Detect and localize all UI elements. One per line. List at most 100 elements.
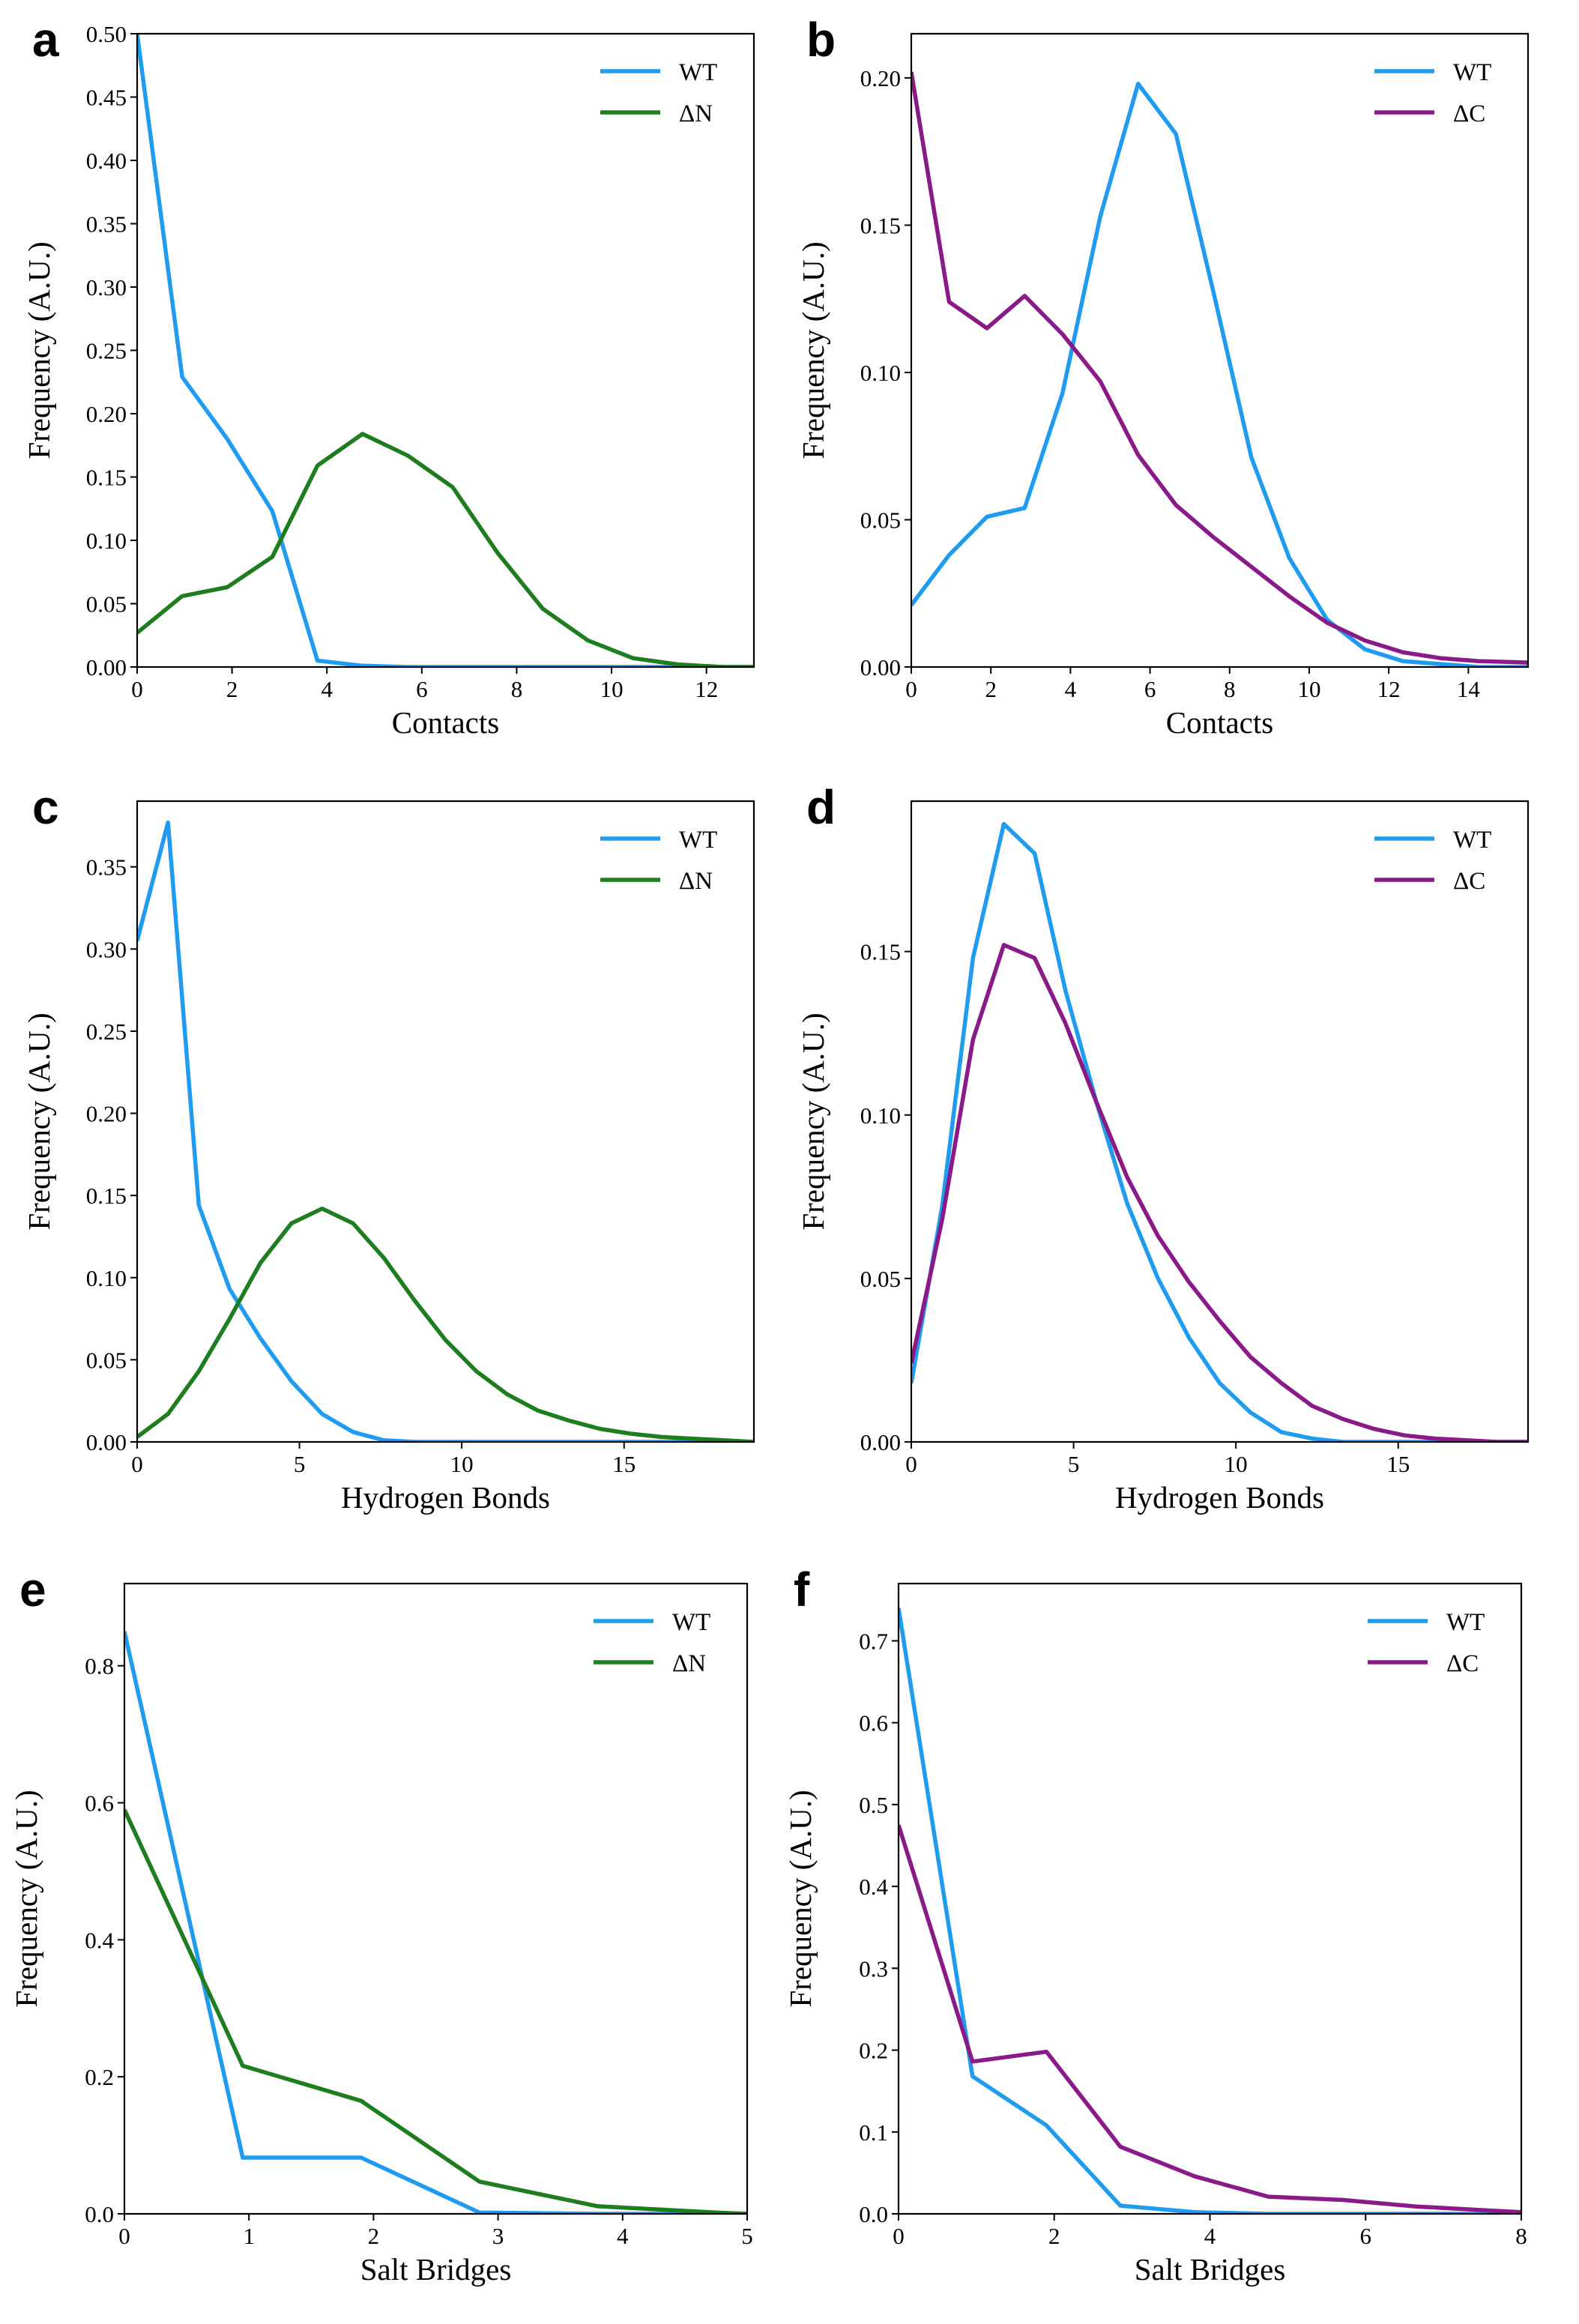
y-tick-label: 0.35	[86, 211, 127, 238]
legend: WT ΔC	[1368, 1609, 1485, 1677]
y-tick-label: 0.10	[86, 1265, 127, 1291]
legend-label: ΔN	[679, 100, 713, 127]
x-tick-label: 10	[450, 1451, 474, 1477]
y-tick-label: 0.20	[860, 65, 901, 91]
x-tick-label: 10	[1297, 676, 1320, 702]
y-tick-label: 0.10	[860, 360, 901, 386]
y-tick-label: 0.7	[859, 1628, 888, 1654]
plot-frame	[910, 800, 1530, 1443]
x-tick-label: 3	[492, 2223, 504, 2249]
legend: WT ΔN	[600, 59, 717, 127]
legend-label: ΔC	[1453, 100, 1485, 127]
x-tick-label: 2	[226, 676, 238, 702]
y-tick-label: 0.00	[86, 654, 127, 680]
y-tick-label: 0.5	[859, 1792, 888, 1818]
legend: WT ΔC	[1374, 59, 1491, 127]
y-tick-label: 0.4	[859, 1874, 888, 1900]
y-tick-label: 0.30	[86, 274, 127, 301]
x-tick-label: 14	[1457, 676, 1481, 702]
y-axis-label: Frequency (A.U.)	[22, 1012, 56, 1230]
chart-panel-a: 0 2 4 6 8 10 12 0.00 0.05 0.10 0.15 0.20 0.25 0.30 0.3…	[22, 13, 755, 740]
series-line-dc	[911, 943, 1528, 1442]
x-tick-label: 2	[985, 676, 997, 702]
x-tick-label: 10	[1225, 1451, 1248, 1477]
x-tick-label: 8	[1224, 676, 1236, 702]
x-tick-label: 5	[741, 2223, 753, 2249]
chart-panel-b: 0 2 4 6 8 10 12 14 0.00 0.05 0.10 0.15 0.20 Contacts F…	[796, 13, 1530, 740]
chart-panel-f: 0 2 4 6 8 0.0 0.1 0.2 0.3 0.4 0.5 0.6 0.7 Salt Bridge…	[783, 1563, 1527, 2287]
plot-frame	[136, 32, 755, 668]
x-tick-label: 4	[321, 676, 333, 702]
panel-letter: f	[794, 1563, 810, 1617]
x-tick-label: 12	[695, 676, 718, 702]
x-axis-label: Contacts	[1166, 705, 1273, 740]
y-tick-label: 0.40	[86, 148, 127, 174]
y-tick-label: 0.2	[859, 2038, 888, 2064]
x-tick-label: 6	[1144, 676, 1156, 702]
series-line-dc	[911, 71, 1528, 665]
y-tick-label: 0.35	[86, 854, 127, 881]
x-tick-label: 0	[118, 2223, 130, 2249]
series-line-wt	[911, 82, 1528, 667]
x-axis-label: Contacts	[392, 705, 499, 740]
y-tick-label: 0.15	[86, 1183, 127, 1209]
y-tick-label: 0.05	[86, 591, 127, 618]
legend-label: WT	[679, 59, 717, 86]
y-tick-label: 0.25	[86, 338, 127, 364]
legend-label: WT	[672, 1609, 710, 1636]
y-tick-label: 0.0	[85, 2201, 114, 2227]
x-tick-label: 6	[1360, 2223, 1372, 2249]
x-tick-label: 12	[1377, 676, 1401, 702]
x-tick-label: 10	[600, 676, 624, 702]
x-tick-label: 5	[294, 1451, 306, 1477]
chart-panel-c: 0 5 10 15 0.00 0.05 0.10 0.15 0.20 0.25 0.30 0.35 Hy…	[22, 780, 755, 1515]
y-tick-label: 0.0	[859, 2201, 888, 2227]
y-axis-label: Frequency (A.U.)	[9, 1790, 43, 2007]
legend-label: ΔC	[1453, 868, 1485, 895]
legend-label: WT	[679, 827, 717, 854]
x-tick-label: 0	[131, 676, 143, 702]
x-tick-label: 0	[131, 1451, 143, 1477]
y-tick-label: 0.05	[86, 1347, 127, 1373]
x-tick-label: 0	[905, 1451, 917, 1477]
y-axis-label: Frequency (A.U.)	[796, 241, 830, 459]
panel-letter: a	[32, 13, 59, 67]
y-tick-label: 0.05	[860, 1266, 901, 1292]
y-tick-label: 0.50	[86, 21, 127, 47]
legend-label: WT	[1453, 827, 1491, 854]
legend-label: WT	[1446, 1609, 1485, 1636]
x-tick-label: 6	[416, 676, 428, 702]
y-tick-label: 0.15	[86, 465, 127, 491]
y-tick-label: 0.10	[86, 528, 127, 554]
legend: WT ΔC	[1374, 827, 1491, 895]
y-axis-label: Frequency (A.U.)	[783, 1790, 818, 2007]
legend: WT ΔN	[594, 1609, 710, 1677]
y-tick-label: 0.15	[860, 212, 901, 238]
plot-frame	[910, 32, 1530, 668]
x-tick-label: 4	[1204, 2223, 1216, 2249]
x-axis-label: Hydrogen Bonds	[1115, 1480, 1324, 1515]
x-tick-label: 8	[1515, 2223, 1527, 2249]
y-tick-label: 0.1	[859, 2119, 888, 2146]
series-line-dn	[137, 432, 754, 667]
chart-panel-d: 0 5 10 15 0.00 0.05 0.10 0.15 Hydrogen Bonds Freq…	[796, 780, 1530, 1515]
y-tick-label: 0.45	[86, 85, 127, 111]
plot-frame	[897, 1582, 1523, 2215]
series-line-dc	[899, 1824, 1521, 2214]
y-tick-label: 0.20	[86, 401, 127, 427]
x-tick-label: 15	[1386, 1451, 1410, 1477]
x-axis-label: Hydrogen Bonds	[341, 1480, 550, 1515]
y-axis-label: Frequency (A.U.)	[22, 241, 56, 459]
series-line-dn	[137, 1206, 754, 1442]
x-tick-label: 5	[1068, 1451, 1080, 1477]
y-tick-label: 0.00	[86, 1429, 127, 1455]
chart-panel-e: 0 1 2 3 4 5 0.0 0.2 0.4 0.6 0.8 Salt Bridges Frequen…	[9, 1563, 753, 2287]
y-tick-label: 0.10	[860, 1102, 901, 1129]
series-line-wt	[911, 821, 1528, 1442]
series-line-wt	[124, 1631, 747, 2214]
panel-letter: b	[806, 13, 836, 67]
y-tick-label: 0.25	[86, 1018, 127, 1045]
panel-letter: d	[806, 780, 836, 834]
x-tick-label: 2	[1048, 2223, 1060, 2249]
